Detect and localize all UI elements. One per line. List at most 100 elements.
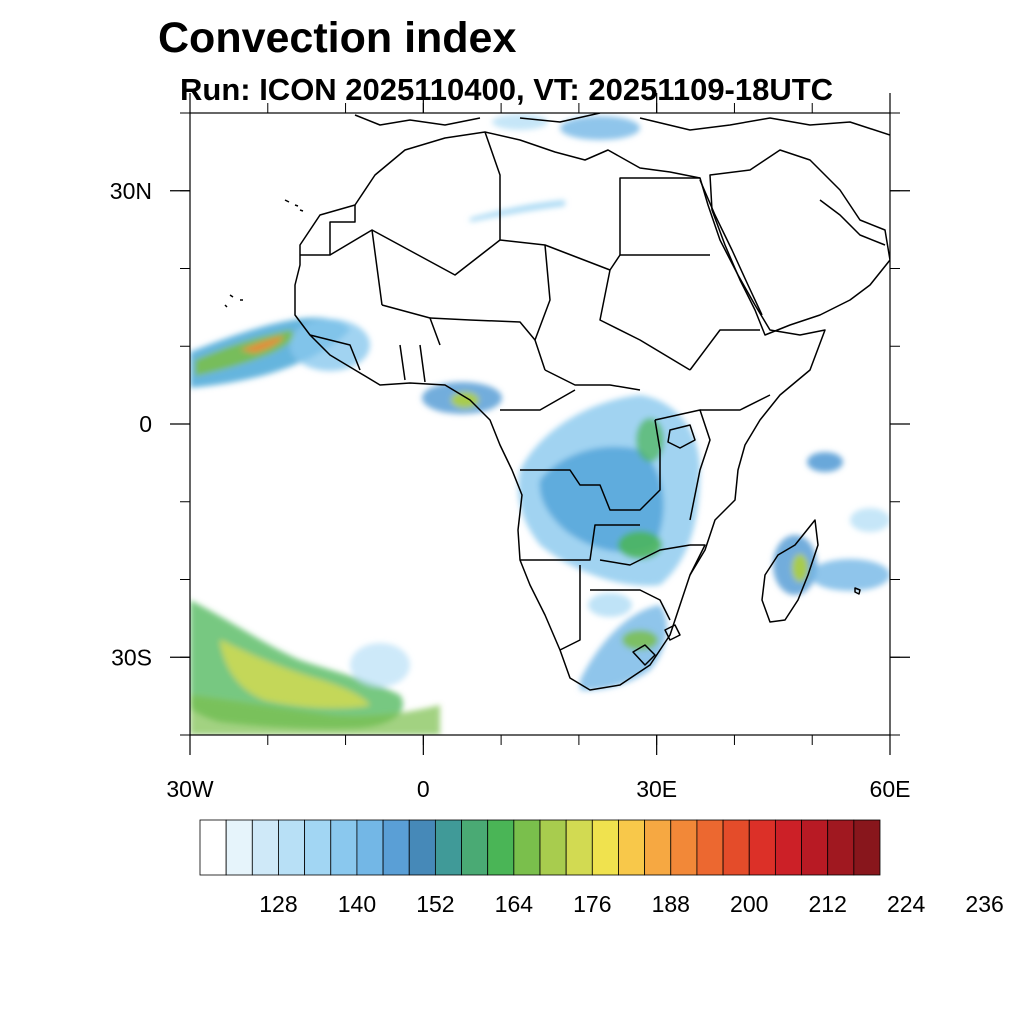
- colorbar-swatch: [853, 819, 881, 876]
- cape-verde-islands: [224, 294, 243, 308]
- border-angola: [520, 524, 640, 561]
- convection-east-ocean: [850, 508, 890, 532]
- iberia-coastline: [354, 114, 481, 126]
- border-ethiopia: [689, 329, 771, 411]
- colorbar-swatch: [225, 819, 253, 876]
- convection-med-west: [492, 114, 548, 130]
- border-botswana: [590, 589, 671, 621]
- convection-central-africa-core: [539, 446, 664, 553]
- colorbar-label: 140: [338, 891, 376, 917]
- arabia-coastline: [709, 149, 890, 336]
- border-drc-north: [500, 389, 576, 411]
- colorbar-swatch: [278, 819, 306, 876]
- colorbar-swatch: [774, 819, 802, 876]
- convection-mediterranean: [560, 116, 640, 140]
- colorbar-swatch: [539, 819, 567, 876]
- colorbar-swatch: [696, 819, 724, 876]
- border-namibia: [559, 565, 581, 651]
- colorbar-label: 200: [730, 891, 768, 917]
- colorbar-swatch: [408, 819, 436, 876]
- convection-south-atlantic-core: [220, 640, 370, 708]
- convection-botswana: [588, 593, 632, 617]
- colorbar-swatch: [251, 819, 279, 876]
- colorbar-swatch: [461, 819, 489, 876]
- colorbar: 128 140 152 164 176 188 200 212 224 236: [199, 819, 1004, 917]
- border-egypt: [619, 177, 700, 255]
- colorbar-swatch: [199, 819, 227, 876]
- convection-south-atlantic-edge: [190, 695, 440, 735]
- convection-madagascar-core: [792, 554, 808, 582]
- lon-tick-label: 60E: [870, 776, 911, 802]
- convection-west-atlantic-peak: [240, 336, 284, 353]
- border-car: [544, 369, 641, 391]
- map-axes: 30N 0 30S 30W 0 30E 60E: [110, 93, 911, 802]
- border-mauritania: [329, 229, 383, 306]
- colorbar-swatch: [670, 819, 698, 876]
- border-west-coast: [309, 334, 426, 383]
- border-mozambique: [689, 544, 706, 576]
- lon-tick-label: 30W: [166, 776, 214, 802]
- persian-gulf-coast: [819, 199, 886, 246]
- colorbar-label: 164: [495, 891, 534, 917]
- convection-field: [190, 114, 890, 735]
- border-sudan-south: [599, 269, 691, 371]
- colorbar-label: 176: [573, 891, 611, 917]
- colorbar-swatch: [565, 819, 593, 876]
- chart-title: Convection index: [158, 14, 517, 62]
- colorbar-label: 212: [809, 891, 847, 917]
- mascarene-islands: [854, 587, 861, 595]
- colorbar-label: 236: [965, 891, 1003, 917]
- madagascar-coastline: [761, 519, 819, 623]
- convection-zambia-core: [618, 531, 662, 559]
- border-algeria-mali: [371, 229, 501, 276]
- canary-islands: [284, 199, 304, 212]
- border-swaziland: [664, 624, 681, 641]
- convection-south-atlantic-light: [350, 643, 410, 687]
- lon-tick-label: 30E: [636, 776, 677, 802]
- colorbar-swatch: [722, 819, 750, 876]
- red-sea-coast: [699, 179, 763, 316]
- africa-coastline: [294, 131, 826, 691]
- colorbar-swatch: [618, 819, 646, 876]
- colorbar-label: 128: [259, 891, 297, 917]
- border-niger-nigeria: [429, 317, 536, 341]
- colorbar-swatch: [356, 819, 384, 876]
- convection-seychelles: [807, 452, 843, 472]
- convection-sahara-streak: [470, 200, 565, 222]
- border-lesotho: [632, 644, 656, 666]
- border-libya: [484, 131, 621, 271]
- border-sahara-west: [300, 205, 356, 256]
- border-east-africa: [654, 409, 711, 521]
- colorbar-swatch: [434, 819, 462, 876]
- colorbar-label: 152: [416, 891, 454, 917]
- lat-tick-label: 30N: [110, 178, 152, 204]
- chart-subtitle: Run: ICON 2025110400, VT: 20251109-18UTC: [180, 72, 834, 107]
- colorbar-swatch: [591, 819, 619, 876]
- lon-tick-label: 0: [417, 776, 430, 802]
- border-chad: [534, 244, 551, 371]
- colorbar-swatch: [304, 819, 332, 876]
- europe-coastline: [519, 113, 890, 136]
- border-mali-burkina: [381, 304, 441, 346]
- border-zambia-zimbabwe: [599, 544, 691, 566]
- colorbar-swatch: [382, 819, 410, 876]
- colorbar-swatch: [330, 819, 358, 876]
- colorbar-swatch: [748, 819, 776, 876]
- colorbar-label: 188: [652, 891, 690, 917]
- colorbar-swatch: [513, 819, 541, 876]
- convection-south-africa: [580, 605, 667, 691]
- map-outlines: [224, 113, 890, 691]
- colorbar-swatch: [827, 819, 855, 876]
- convection-gulf-guinea-core: [451, 392, 479, 408]
- colorbar-swatch: [801, 819, 829, 876]
- convection-indian-ocean: [810, 559, 890, 591]
- convection-south-africa-core: [622, 630, 658, 650]
- border-drc: [520, 419, 661, 511]
- lat-tick-label: 0: [139, 411, 152, 437]
- lat-tick-label: 30S: [111, 644, 152, 670]
- colorbar-swatch: [487, 819, 515, 876]
- colorbar-swatch: [644, 819, 672, 876]
- colorbar-label: 224: [887, 891, 926, 917]
- lake-victoria: [667, 424, 696, 449]
